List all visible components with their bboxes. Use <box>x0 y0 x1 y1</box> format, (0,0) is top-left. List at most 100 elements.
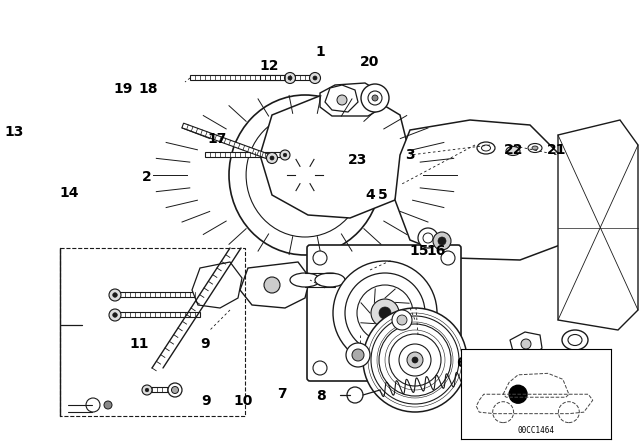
Circle shape <box>371 299 399 327</box>
Text: 13: 13 <box>4 125 24 139</box>
Ellipse shape <box>566 352 594 364</box>
Ellipse shape <box>506 146 520 155</box>
Polygon shape <box>320 83 382 116</box>
Circle shape <box>270 156 274 160</box>
Polygon shape <box>205 152 285 158</box>
Circle shape <box>441 251 455 265</box>
Circle shape <box>407 352 423 368</box>
Circle shape <box>397 315 407 325</box>
Text: 8: 8 <box>316 389 326 404</box>
Circle shape <box>389 334 441 386</box>
Circle shape <box>310 73 321 83</box>
Circle shape <box>361 84 389 112</box>
Polygon shape <box>260 95 410 218</box>
FancyBboxPatch shape <box>307 245 461 381</box>
Ellipse shape <box>568 335 582 345</box>
Text: 3: 3 <box>404 147 415 162</box>
Circle shape <box>423 233 433 243</box>
Circle shape <box>113 293 117 297</box>
Ellipse shape <box>528 143 542 152</box>
Circle shape <box>392 310 412 330</box>
Circle shape <box>172 387 179 393</box>
Circle shape <box>86 398 100 412</box>
Ellipse shape <box>562 330 588 350</box>
Polygon shape <box>182 123 273 160</box>
Polygon shape <box>147 388 177 392</box>
Text: 4: 4 <box>365 188 375 202</box>
Circle shape <box>379 307 391 319</box>
Circle shape <box>288 76 292 80</box>
Circle shape <box>313 251 327 265</box>
Text: 19: 19 <box>113 82 132 96</box>
Circle shape <box>345 273 425 353</box>
Circle shape <box>418 228 438 248</box>
Ellipse shape <box>286 155 324 195</box>
Text: 9: 9 <box>200 337 210 351</box>
Text: 6: 6 <box>456 356 466 370</box>
Circle shape <box>363 308 467 412</box>
Polygon shape <box>115 293 200 297</box>
Polygon shape <box>510 332 542 358</box>
Ellipse shape <box>290 273 320 287</box>
Circle shape <box>109 289 121 301</box>
Text: 15: 15 <box>410 244 429 258</box>
Polygon shape <box>115 313 200 318</box>
Polygon shape <box>260 76 315 81</box>
Text: 17: 17 <box>208 132 227 146</box>
Circle shape <box>109 309 121 321</box>
Circle shape <box>368 91 382 105</box>
Text: 1: 1 <box>315 44 325 59</box>
Circle shape <box>347 387 363 403</box>
Circle shape <box>372 95 378 101</box>
Circle shape <box>104 401 112 409</box>
Circle shape <box>346 343 370 367</box>
Circle shape <box>313 76 317 80</box>
Ellipse shape <box>481 145 490 151</box>
Circle shape <box>264 277 280 293</box>
Text: 12: 12 <box>259 59 278 73</box>
Ellipse shape <box>315 273 345 287</box>
Text: 22: 22 <box>504 143 523 157</box>
Text: 2: 2 <box>142 170 152 184</box>
Ellipse shape <box>532 146 538 150</box>
Text: 18: 18 <box>139 82 158 96</box>
Text: 21: 21 <box>547 143 566 157</box>
Ellipse shape <box>229 95 381 255</box>
Ellipse shape <box>301 171 309 179</box>
Polygon shape <box>395 120 560 260</box>
Text: 00CC1464: 00CC1464 <box>518 426 554 435</box>
Polygon shape <box>325 85 358 112</box>
Circle shape <box>313 361 327 375</box>
Circle shape <box>412 357 418 363</box>
Circle shape <box>280 150 290 160</box>
Circle shape <box>168 383 182 397</box>
Circle shape <box>337 95 347 105</box>
Text: 23: 23 <box>348 153 367 168</box>
Circle shape <box>371 316 459 404</box>
Ellipse shape <box>477 142 495 154</box>
Circle shape <box>113 313 117 317</box>
Polygon shape <box>558 120 638 330</box>
Text: 16: 16 <box>427 244 446 258</box>
Text: 6: 6 <box>489 356 499 370</box>
Circle shape <box>285 73 296 83</box>
Polygon shape <box>190 76 290 81</box>
Circle shape <box>441 361 455 375</box>
Ellipse shape <box>246 113 364 237</box>
Circle shape <box>399 344 431 376</box>
Circle shape <box>145 388 148 392</box>
Polygon shape <box>192 262 242 308</box>
Circle shape <box>352 349 364 361</box>
Text: 9: 9 <box>201 394 211 408</box>
Circle shape <box>438 237 446 245</box>
Circle shape <box>357 285 413 341</box>
Circle shape <box>541 361 555 375</box>
Text: 5: 5 <box>378 188 388 202</box>
Circle shape <box>333 261 437 365</box>
Circle shape <box>521 339 531 349</box>
Text: 14: 14 <box>60 185 79 200</box>
Circle shape <box>509 385 527 403</box>
Circle shape <box>433 232 451 250</box>
Circle shape <box>284 153 287 157</box>
Text: 7: 7 <box>276 387 287 401</box>
